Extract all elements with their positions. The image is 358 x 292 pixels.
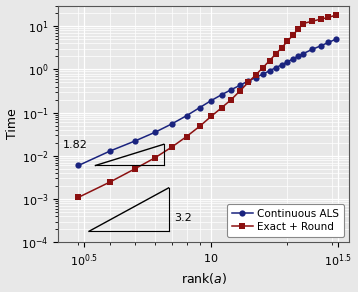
Exact + Round <box>261 66 265 69</box>
Continuous ALS <box>291 57 295 61</box>
Continuous ALS <box>132 139 137 143</box>
Exact + Round <box>318 18 323 21</box>
Line: Continuous ALS: Continuous ALS <box>75 36 339 168</box>
Continuous ALS <box>153 131 157 134</box>
Exact + Round <box>184 135 189 138</box>
Exact + Round <box>334 13 338 17</box>
Continuous ALS <box>326 41 330 44</box>
Exact + Round <box>246 81 250 84</box>
Continuous ALS <box>197 106 202 110</box>
Continuous ALS <box>108 149 112 153</box>
Exact + Round <box>291 33 295 37</box>
Continuous ALS <box>296 55 300 58</box>
Exact + Round <box>197 125 202 128</box>
Continuous ALS <box>170 122 174 126</box>
Y-axis label: Time: Time <box>6 109 19 139</box>
Exact + Round <box>209 115 213 118</box>
Exact + Round <box>280 46 284 49</box>
Exact + Round <box>296 27 300 31</box>
Line: Exact + Round: Exact + Round <box>76 12 339 200</box>
Exact + Round <box>76 196 81 199</box>
Exact + Round <box>229 98 233 101</box>
Exact + Round <box>170 145 174 149</box>
Continuous ALS <box>238 84 242 87</box>
Continuous ALS <box>334 37 338 41</box>
Continuous ALS <box>184 114 189 117</box>
Exact + Round <box>285 39 290 43</box>
Continuous ALS <box>229 88 233 91</box>
Exact + Round <box>310 20 314 23</box>
Continuous ALS <box>246 79 250 83</box>
Continuous ALS <box>318 44 323 48</box>
Continuous ALS <box>267 69 272 72</box>
Continuous ALS <box>219 93 224 96</box>
Continuous ALS <box>301 52 305 55</box>
Exact + Round <box>219 106 224 110</box>
Continuous ALS <box>254 76 258 79</box>
Text: 1.82: 1.82 <box>63 140 87 150</box>
Text: 3.2: 3.2 <box>174 213 192 223</box>
Continuous ALS <box>285 60 290 64</box>
Exact + Round <box>274 52 278 55</box>
Continuous ALS <box>280 63 284 67</box>
Continuous ALS <box>209 99 213 102</box>
Exact + Round <box>326 15 330 19</box>
Continuous ALS <box>76 164 81 167</box>
Continuous ALS <box>274 66 278 69</box>
Continuous ALS <box>310 48 314 51</box>
X-axis label: rank($a$): rank($a$) <box>181 272 227 286</box>
Exact + Round <box>254 73 258 77</box>
Exact + Round <box>153 156 157 160</box>
Exact + Round <box>108 180 112 184</box>
Exact + Round <box>238 89 242 93</box>
Exact + Round <box>301 22 305 25</box>
Exact + Round <box>132 167 137 171</box>
Legend: Continuous ALS, Exact + Round: Continuous ALS, Exact + Round <box>227 204 344 237</box>
Continuous ALS <box>261 72 265 76</box>
Exact + Round <box>267 59 272 62</box>
